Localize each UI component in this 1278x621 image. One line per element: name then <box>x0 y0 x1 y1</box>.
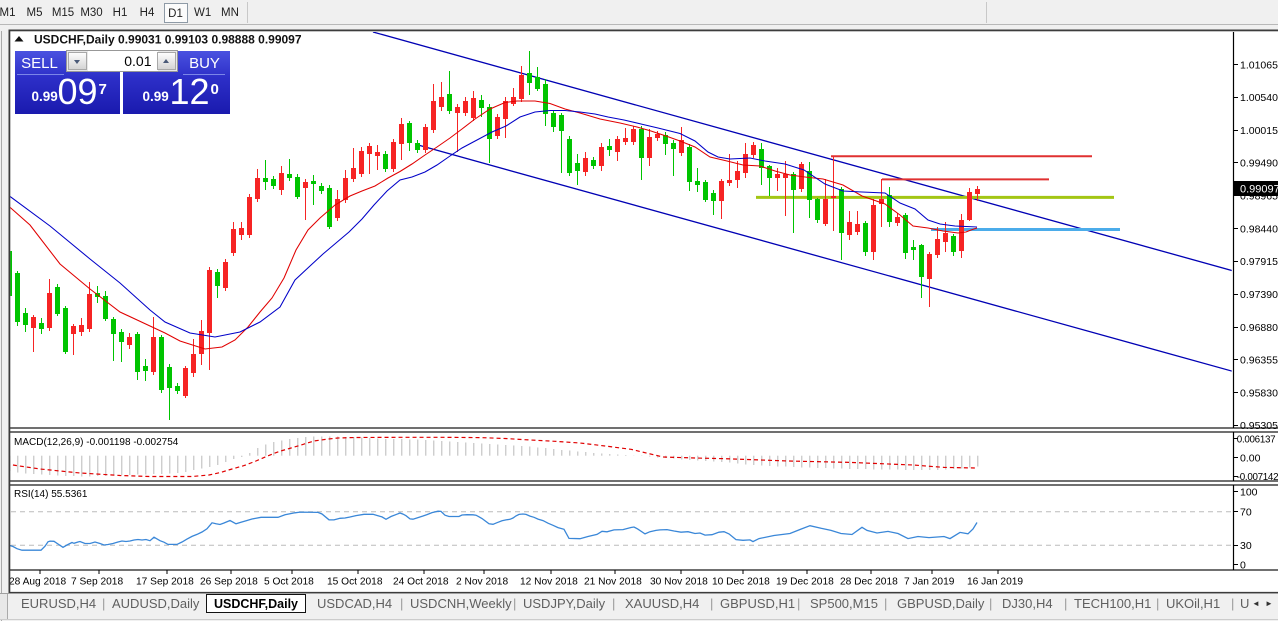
svg-text:19 Dec 2018: 19 Dec 2018 <box>776 577 834 588</box>
svg-text:0.95305: 0.95305 <box>1240 420 1278 432</box>
svg-text:0.95830: 0.95830 <box>1240 387 1278 399</box>
svg-text:0: 0 <box>1240 559 1246 571</box>
svg-text:10 Dec 2018: 10 Dec 2018 <box>712 577 770 588</box>
svg-text:21 Nov 2018: 21 Nov 2018 <box>584 577 642 588</box>
svg-text:MACD(12,26,9) -0.001198 -0.002: MACD(12,26,9) -0.001198 -0.002754 <box>14 437 179 448</box>
svg-text:USDCHF,Daily 0.99031 0.99103: USDCHF,Daily 0.99031 0.99103 0.98888 0.9… <box>34 33 302 47</box>
svg-text:0.96880: 0.96880 <box>1240 322 1278 334</box>
svg-text:16 Jan 2019: 16 Jan 2019 <box>967 577 1023 588</box>
svg-text:0.00: 0.00 <box>1240 452 1261 464</box>
svg-text:30 Nov 2018: 30 Nov 2018 <box>650 577 708 588</box>
svg-text:0.98440: 0.98440 <box>1240 223 1278 235</box>
svg-text:12 Nov 2018: 12 Nov 2018 <box>520 577 578 588</box>
svg-text:0.006137: 0.006137 <box>1237 434 1275 445</box>
svg-text:0.97390: 0.97390 <box>1240 289 1278 301</box>
svg-text:0.97915: 0.97915 <box>1240 256 1278 268</box>
svg-text:24 Oct 2018: 24 Oct 2018 <box>393 577 449 588</box>
svg-text:1.00540: 1.00540 <box>1240 92 1278 104</box>
svg-text:-0.007142: -0.007142 <box>1237 472 1278 483</box>
svg-text:5 Oct 2018: 5 Oct 2018 <box>264 577 314 588</box>
svg-text:15 Oct 2018: 15 Oct 2018 <box>327 577 383 588</box>
svg-text:1.01065: 1.01065 <box>1240 59 1278 71</box>
svg-text:7 Jan 2019: 7 Jan 2019 <box>904 577 955 588</box>
svg-text:1.00015: 1.00015 <box>1240 125 1278 137</box>
svg-text:7 Sep 2018: 7 Sep 2018 <box>71 577 123 588</box>
svg-text:0.99097: 0.99097 <box>1240 184 1278 196</box>
svg-text:100: 100 <box>1240 486 1258 498</box>
svg-text:0.99490: 0.99490 <box>1240 158 1278 170</box>
svg-text:26 Sep 2018: 26 Sep 2018 <box>200 577 258 588</box>
svg-text:0.96355: 0.96355 <box>1240 355 1278 367</box>
svg-text:30: 30 <box>1240 540 1252 552</box>
svg-text:70: 70 <box>1240 507 1252 519</box>
svg-text:17 Sep 2018: 17 Sep 2018 <box>136 577 194 588</box>
svg-text:28 Aug 2018: 28 Aug 2018 <box>9 577 67 588</box>
svg-text:RSI(14) 55.5361: RSI(14) 55.5361 <box>14 489 88 500</box>
svg-text:2 Nov 2018: 2 Nov 2018 <box>456 577 508 588</box>
svg-text:28 Dec 2018: 28 Dec 2018 <box>840 577 898 588</box>
